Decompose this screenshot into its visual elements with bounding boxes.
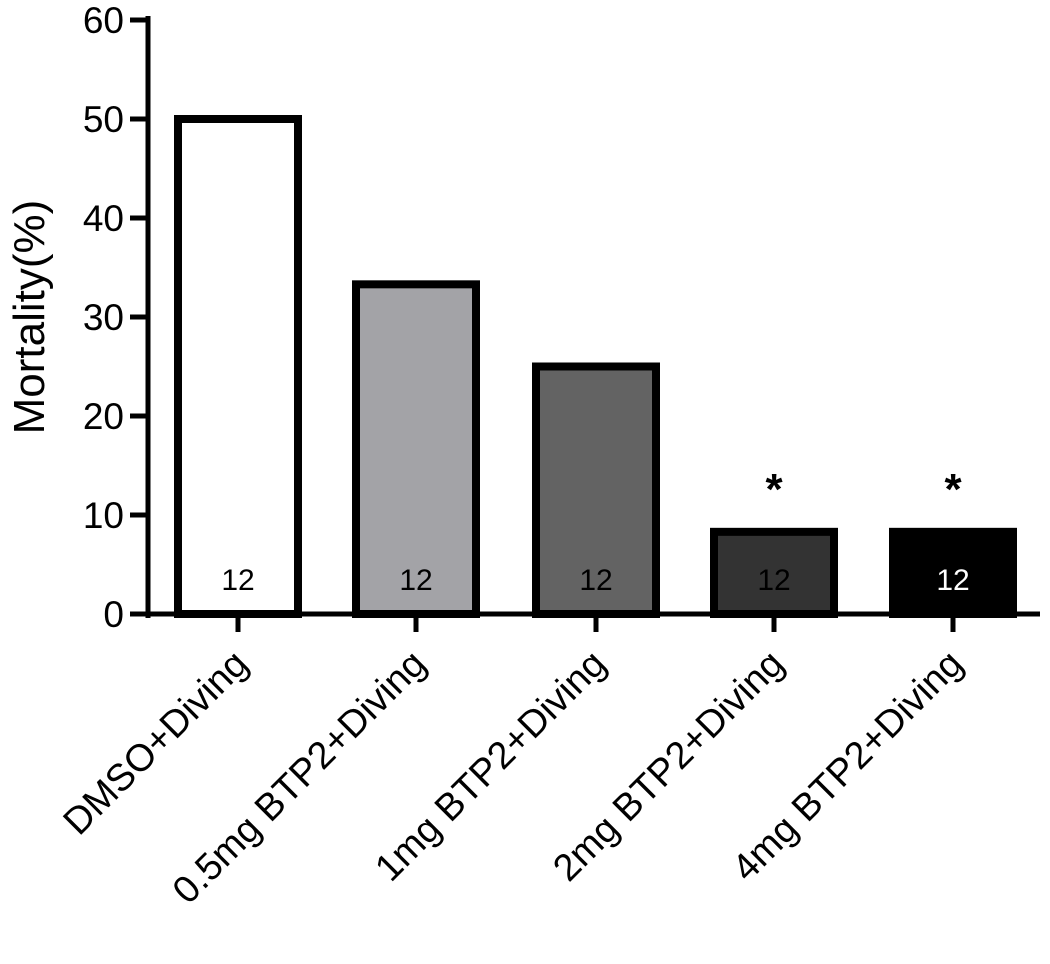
y-tick-label: 20 — [83, 396, 124, 437]
x-category-label: DMSO+Diving — [56, 643, 257, 844]
y-tick-label: 60 — [83, 0, 124, 41]
y-tick-label: 30 — [83, 297, 124, 338]
bar — [174, 115, 302, 618]
axes-layer — [130, 16, 1040, 632]
y-tick-label: 50 — [83, 99, 124, 140]
y-tick-label: 40 — [83, 198, 124, 239]
significance-marker: * — [765, 465, 783, 514]
y-axis-title: Mortality(%) — [5, 200, 54, 435]
bar-n-label: 12 — [757, 564, 790, 597]
y-tick-label: 10 — [83, 495, 124, 536]
bar — [889, 527, 1017, 619]
significance-marker: * — [944, 465, 962, 514]
bar-n-label: 12 — [221, 564, 254, 597]
bars-layer — [174, 115, 1017, 619]
bar-n-label: 12 — [399, 564, 432, 597]
y-tick-label: 0 — [103, 594, 124, 635]
bar-n-label: 12 — [936, 564, 969, 597]
bar-n-label: 12 — [579, 564, 612, 597]
